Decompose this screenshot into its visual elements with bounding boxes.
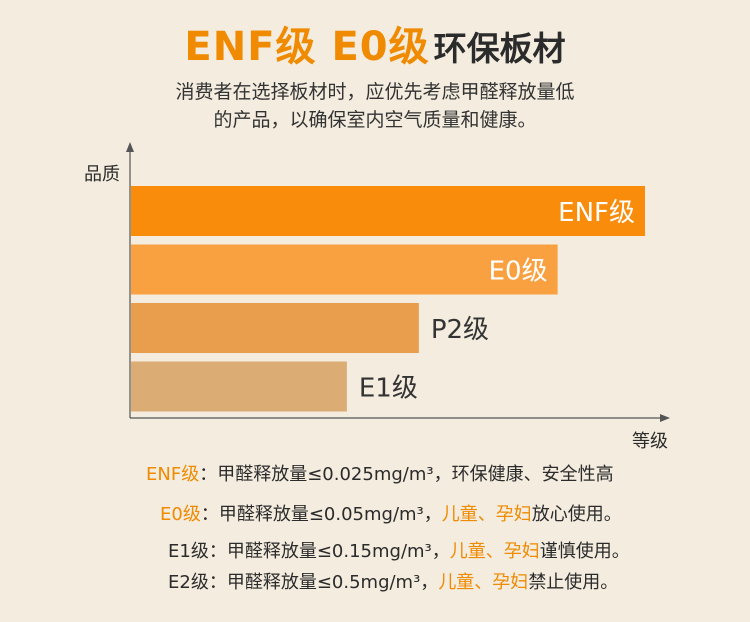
subtitle-line-2: 的产品，以确保室内空气质量和健康。 [213, 109, 537, 131]
x-axis-label: 等级 [632, 431, 668, 452]
subtitle: 消费者在选择板材时，应优先考虑甲醛释放量低 的产品，以确保室内空气质量和健康。 [0, 78, 750, 134]
note-text: ：甲醛释放量≤0.025mg/m³，环保健康、安全性高 [199, 464, 614, 485]
note-text: ：甲醛释放量≤0.5mg/m³， [208, 572, 439, 593]
bar-0 [131, 186, 645, 236]
note-level: E2级 [168, 572, 209, 593]
note-e2: E2级：甲醛释放量≤0.5mg/m³，儿童、孕妇禁止使用。 [168, 568, 618, 594]
note-highlight: 儿童、孕妇 [438, 572, 529, 593]
bar-label-2: P2级 [431, 315, 489, 345]
note-text: ：甲醛释放量≤0.15mg/m³， [208, 541, 450, 562]
x-axis-arrow [660, 414, 670, 422]
bar-2 [131, 303, 419, 353]
y-axis-arrow [126, 142, 134, 152]
bar-3 [131, 361, 347, 412]
note-tail: 禁止使用。 [528, 572, 619, 593]
bar-1 [131, 244, 558, 295]
bar-label-1: E0级 [489, 257, 548, 287]
y-axis-label: 品质 [84, 164, 120, 185]
note-tail: 谨慎使用。 [539, 541, 630, 562]
note-text: ：甲醛释放量≤0.05mg/m³， [200, 504, 442, 525]
note-level: E1级 [168, 541, 209, 562]
bar-label-3: E1级 [359, 374, 418, 404]
note-e0: E0级：甲醛释放量≤0.05mg/m³，儿童、孕妇放心使用。 [160, 500, 622, 526]
note-tail: 放心使用。 [531, 504, 622, 525]
note-e1: E1级：甲醛释放量≤0.15mg/m³，儿童、孕妇谨慎使用。 [168, 537, 630, 563]
bar-label-0: ENF级 [558, 198, 635, 228]
page-title: ENF级 E0级 环保板材 [0, 14, 750, 72]
note-enf: ENF级：甲醛释放量≤0.025mg/m³，环保健康、安全性高 [146, 460, 614, 486]
subtitle-line-1: 消费者在选择板材时，应优先考虑甲醛释放量低 [175, 81, 575, 103]
title-levels: ENF级 E0级 [184, 24, 430, 70]
title-main: 环保板材 [433, 29, 566, 68]
note-level: ENF级 [146, 464, 200, 485]
note-highlight: 儿童、孕妇 [449, 541, 540, 562]
note-highlight: 儿童、孕妇 [441, 504, 532, 525]
note-level: E0级 [160, 504, 201, 525]
